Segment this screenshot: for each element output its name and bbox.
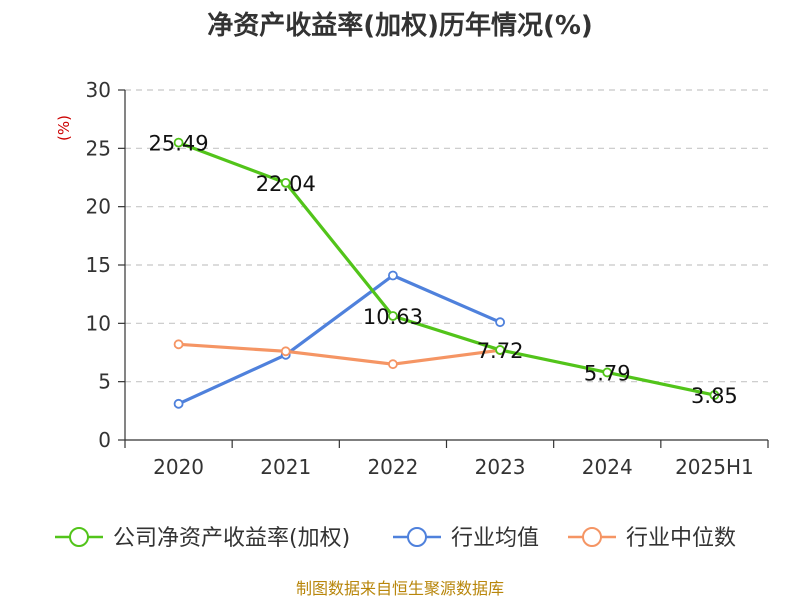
y-tick-label: 20 [86,195,111,219]
x-tick-label: 2020 [153,455,204,479]
data-point [709,390,720,400]
data-label: 22.04 [256,172,316,196]
chart-title: 净资产收益率(加权)历年情况(%) [207,10,593,41]
legend-swatch-marker [69,527,89,547]
data-point [173,137,184,148]
data-label: 25.49 [149,132,209,156]
data-labels: 25.49 22.04 10.63 7.72 5.79 3.85 [149,132,738,408]
data-point [173,398,184,409]
data-point [173,339,184,350]
data-point [388,270,398,281]
x-tick-label: 2021 [260,455,311,479]
data-point [388,359,398,370]
legend-swatch-marker [407,527,427,547]
legend-label: 行业均值 [451,526,539,551]
x-tick-label: 2023 [475,455,526,479]
data-point [495,345,505,355]
data-point [388,311,398,321]
legend-label: 公司净资产收益率(加权) [113,526,350,551]
legend-label: 行业中位数 [626,526,736,551]
data-label: 5.79 [584,361,631,385]
data-point [280,177,291,188]
series-line [176,342,502,366]
x-tick-label: 2022 [367,455,418,479]
series-line [176,273,502,406]
data-point [495,317,505,328]
y-tick-label: 5 [98,370,111,394]
legend-swatch-marker [582,527,602,547]
legend: 公司净资产收益率(加权) 行业均值 行业中位数 [55,526,736,551]
data-label: 7.72 [477,339,524,363]
y-axis-unit-label: (%) [55,115,73,141]
x-tick-label: 2025H1 [675,455,754,479]
data-point [602,367,613,378]
x-tick-label: 2024 [582,455,633,479]
y-tick-label: 15 [86,253,111,277]
y-tick-label: 10 [86,311,111,335]
series-layer [173,137,720,409]
grid-lines [125,89,768,383]
y-tick-label: 25 [86,136,111,160]
y-tick-label: 30 [86,78,111,102]
y-tick-label: 0 [98,428,111,452]
axes: 0 5 10 15 20 25 30 2020 2021 2022 2023 2024 2025H1 [86,78,769,479]
series-line [176,141,717,397]
data-point [280,346,291,357]
data-label: 3.85 [691,384,738,408]
data-label: 10.63 [363,305,423,329]
source-note: 制图数据来自恒生聚源数据库 [296,579,504,598]
